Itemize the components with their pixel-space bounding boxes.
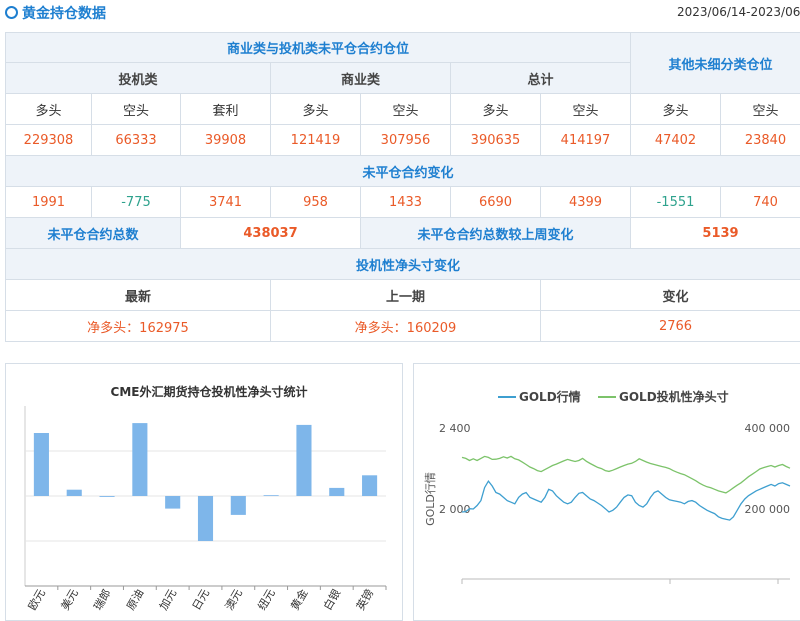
oi-total-value: 438037 — [181, 218, 361, 249]
category-label: 澳元 — [223, 587, 245, 613]
category-label: 黄金 — [287, 587, 310, 613]
change-cell: -775 — [92, 187, 181, 218]
previous-header: 上一期 — [271, 280, 541, 311]
other-long-header: 多头 — [631, 94, 721, 125]
spec-spread-header: 套利 — [181, 94, 271, 125]
gold-price-series — [461, 479, 791, 521]
other-positions-header: 其他未细分类仓位 — [631, 32, 800, 94]
total-short-header: 空头 — [541, 94, 631, 125]
gold-price-net-line-chart: GOLD行情 GOLD投机性净头寸 2 400 2 000 400 000 20… — [424, 389, 791, 584]
chart-title: CME外汇期货持仓投机性净头寸统计 — [111, 384, 308, 399]
category-label: 原油 — [123, 587, 146, 613]
cme-fx-net-chart-panel: CME外汇期货持仓投机性净头寸统计 欧元 美元 瑞郎 原油 加元 日元 澳元 纽元 黄金 白银 英镑 — [5, 363, 403, 621]
bar-英镑 — [362, 475, 378, 496]
latest-net-value: 净多头：162975 — [5, 311, 271, 342]
bar-黄金 — [296, 424, 312, 496]
oi-change-value: 5139 — [631, 218, 800, 249]
bar-加元 — [165, 496, 181, 509]
legend-price-label[interactable]: GOLD行情 — [519, 389, 581, 404]
left-tick-mid: 2 000 — [439, 503, 471, 516]
change-cell: 1991 — [5, 187, 92, 218]
change-cell: 1433 — [361, 187, 451, 218]
category-label: 美元 — [59, 587, 81, 613]
cme-fx-net-bar-chart: CME外汇期货持仓投机性净头寸统计 欧元 美元 瑞郎 原油 加元 日元 澳元 纽元 黄金 白银 英镑 — [24, 384, 387, 613]
commercial-header: 商业类 — [271, 63, 451, 94]
bar-欧元 — [33, 433, 49, 496]
category-label: 日元 — [190, 587, 212, 613]
total-long-header: 多头 — [451, 94, 541, 125]
page-title: 黄金持仓数据 — [22, 6, 106, 22]
comm-long-header: 多头 — [271, 94, 361, 125]
position-cell: 390635 — [451, 125, 541, 156]
change-cell: 6690 — [451, 187, 541, 218]
spec-short-header: 空头 — [92, 94, 181, 125]
category-label: 白银 — [320, 587, 343, 613]
page-header: 黄金持仓数据 2023/06/14-2023/06/2 — [0, 0, 800, 26]
category-label: 加元 — [157, 587, 179, 613]
position-cell: 23840 — [721, 125, 800, 156]
category-label: 欧元 — [26, 587, 48, 613]
change-cell: 3741 — [181, 187, 271, 218]
left-axis-label: GOLD行情 — [424, 472, 437, 526]
bar-原油 — [132, 423, 148, 496]
position-cell: 414197 — [541, 125, 631, 156]
bar-纽元 — [263, 495, 279, 496]
bars — [33, 423, 378, 541]
right-tick-top: 400 000 — [745, 422, 791, 435]
category-label: 瑞郎 — [91, 587, 114, 613]
category-labels: 欧元 美元 瑞郎 原油 加元 日元 澳元 纽元 黄金 白银 英镑 — [26, 586, 387, 613]
position-cell: 66333 — [92, 125, 181, 156]
gold-line-chart-panel: GOLD行情 GOLD投机性净头寸 2 400 2 000 400 000 20… — [413, 363, 800, 621]
gold-net-position-series — [461, 455, 791, 494]
bar-美元 — [66, 489, 82, 496]
comm-short-header: 空头 — [361, 94, 451, 125]
oi-change-title: 未平仓合约变化 — [5, 156, 800, 187]
section-marker-icon — [5, 6, 18, 19]
legend-net-label[interactable]: GOLD投机性净头寸 — [619, 389, 729, 404]
oi-change-label: 未平仓合约总数较上周变化 — [361, 218, 631, 249]
bar-澳元 — [230, 496, 246, 515]
gold-position-table: 商业类与投机类未平仓合约仓位 其他未细分类仓位 投机类 商业类 总计 多头 空头… — [5, 32, 800, 342]
position-cell: 307956 — [361, 125, 451, 156]
bar-白银 — [329, 487, 345, 496]
change-cell: 4399 — [541, 187, 631, 218]
x-axis-ticks — [461, 579, 779, 584]
change-cell: 740 — [721, 187, 800, 218]
other-short-header: 空头 — [721, 94, 800, 125]
net-position-title: 投机性净头寸变化 — [5, 249, 800, 280]
oi-total-label: 未平仓合约总数 — [5, 218, 181, 249]
left-tick-top: 2 400 — [439, 422, 471, 435]
bar-日元 — [197, 496, 214, 541]
net-change-value: 2766 — [541, 311, 800, 342]
position-cell: 121419 — [271, 125, 361, 156]
change-header: 变化 — [541, 280, 800, 311]
change-cell: 958 — [271, 187, 361, 218]
bar-瑞郎 — [99, 496, 115, 497]
speculative-header: 投机类 — [5, 63, 271, 94]
total-header: 总计 — [451, 63, 631, 94]
position-cell: 229308 — [5, 125, 92, 156]
position-cell: 47402 — [631, 125, 721, 156]
change-cell: -1551 — [631, 187, 721, 218]
latest-header: 最新 — [5, 280, 271, 311]
spec-long-header: 多头 — [5, 94, 92, 125]
position-cell: 39908 — [181, 125, 271, 156]
previous-net-value: 净多头：160209 — [271, 311, 541, 342]
right-tick-mid: 200 000 — [745, 503, 791, 516]
category-label: 纽元 — [255, 587, 278, 613]
date-range: 2023/06/14-2023/06/2 — [677, 5, 800, 19]
category-label: 英镑 — [353, 587, 376, 613]
commercial-spec-header: 商业类与投机类未平仓合约仓位 — [5, 32, 631, 63]
